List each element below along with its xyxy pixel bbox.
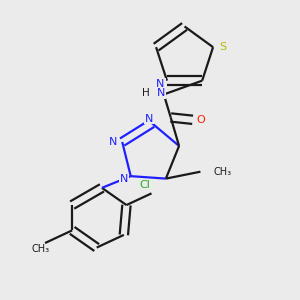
Text: N: N <box>145 113 153 124</box>
Text: CH₃: CH₃ <box>31 244 49 254</box>
Text: S: S <box>219 42 226 52</box>
Text: Cl: Cl <box>140 180 151 190</box>
Text: O: O <box>196 115 205 125</box>
Text: CH₃: CH₃ <box>213 167 231 177</box>
Text: H: H <box>142 88 150 98</box>
Text: N: N <box>108 137 117 147</box>
Text: N: N <box>156 79 165 89</box>
Text: N: N <box>120 174 128 184</box>
Text: N: N <box>157 88 166 98</box>
